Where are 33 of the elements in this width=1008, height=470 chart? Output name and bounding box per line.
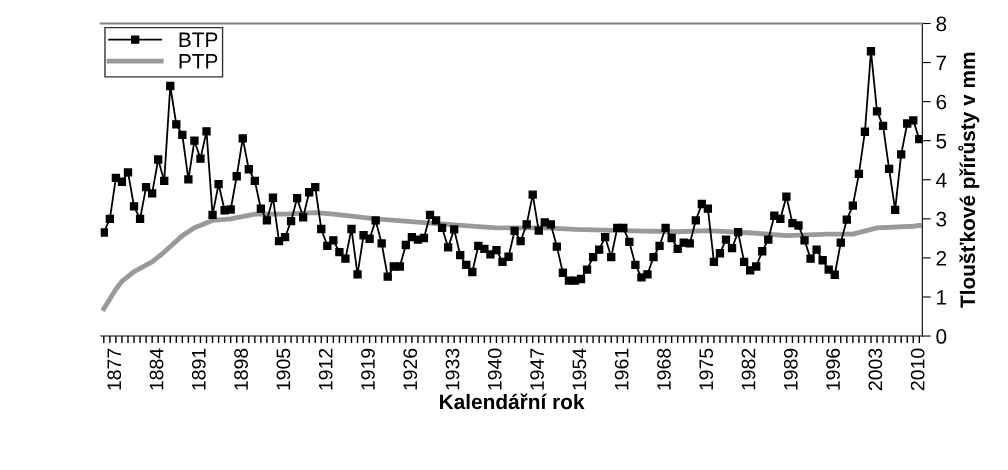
x-tick-label: 1891 (191, 348, 206, 390)
x-tick-label: 1982 (741, 348, 756, 390)
y-tick-label: 3 (936, 211, 947, 227)
y-tick-label: 1 (937, 290, 947, 305)
x-tick-label: 1884 (149, 348, 164, 390)
y-tick-label: 5 (936, 133, 947, 149)
x-tick-label: 1919 (361, 348, 375, 390)
x-tick-label: 1933 (445, 348, 460, 390)
x-tick-label: 1912 (318, 348, 333, 390)
x-tick-label: 1968 (657, 348, 671, 390)
y-tick-label: 8 (936, 16, 947, 32)
y-tick-label: 0 (936, 329, 947, 344)
x-tick-label: 1898 (234, 348, 248, 390)
x-tick-label: 1905 (276, 348, 291, 390)
x-tick-label: 1975 (699, 348, 714, 390)
x-tick-label: 1877 (107, 348, 122, 390)
x-tick-label: 1954 (572, 348, 587, 390)
y-axis-title: Tloušťkové přírůsty v mm (958, 52, 980, 308)
x-tick-label: 1940 (487, 348, 502, 390)
x-tick-label: 1926 (403, 348, 418, 390)
y-tick-label: 6 (936, 94, 947, 110)
x-tick-label: 1996 (826, 348, 840, 390)
x-tick-label: 2010 (910, 348, 925, 391)
y-tick-label: 4 (935, 172, 947, 188)
legend-label: BTP (179, 32, 218, 47)
x-axis-title: Kalendářní rok (440, 393, 585, 410)
y-tick-label: 2 (936, 250, 947, 266)
legend-label: PTP (179, 54, 218, 69)
x-tick-label: 1947 (530, 348, 544, 390)
x-tick-label: 1989 (783, 348, 798, 390)
x-tick-label: 2003 (868, 348, 883, 391)
y-tick-label: 7 (936, 55, 947, 71)
x-tick-label: 1961 (614, 348, 629, 390)
